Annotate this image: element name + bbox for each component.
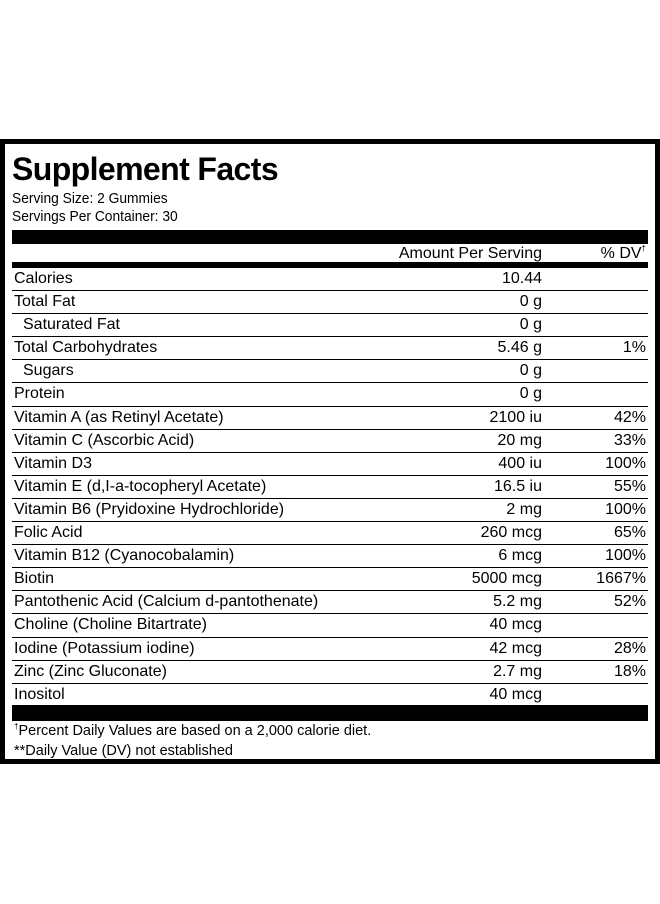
bottom-divider-bar xyxy=(12,705,648,721)
nutrient-name: Vitamin B12 (Cyanocobalamin) xyxy=(14,547,235,565)
nutrient-row: Vitamin D3 400 iu 100% xyxy=(12,453,648,476)
nutrient-row: Vitamin E (d,I-a-tocopheryl Acetate) 16.5… xyxy=(12,476,648,499)
nutrient-row: Total Carbohydrates 5.46 g 1% xyxy=(12,337,648,361)
footnote-dagger-mark: † xyxy=(14,722,19,731)
nutrient-name: Iodine (Potassium iodine) xyxy=(14,639,195,657)
footnote-dv-not-established: **Daily Value (DV) not established xyxy=(14,743,233,759)
nutrient-row: Vitamin C (Ascorbic Acid) 20 mg 33% xyxy=(12,430,648,453)
nutrient-name: Vitamin B6 (Pryidoxine Hydrochloride) xyxy=(14,500,285,518)
serving-size: Serving Size: 2 Gummies xyxy=(12,190,168,207)
nutrient-amount: 260 mcg xyxy=(480,524,542,542)
nutrient-row: Sugars 0 g xyxy=(12,360,648,384)
nutrient-row: Saturated Fat 0 g xyxy=(12,314,648,338)
servings-per-container: Servings Per Container: 30 xyxy=(12,208,178,225)
daily-value-header: % DV† xyxy=(601,244,646,264)
nutrient-name: Biotin xyxy=(14,570,55,588)
column-header-row: Amount Per Serving % DV† xyxy=(12,244,648,263)
nutrient-row: Iodine (Potassium iodine) 42 mcg 28% xyxy=(12,638,648,661)
footnote-text-1: Percent Daily Values are based on a 2,00… xyxy=(18,723,372,739)
nutrient-row: Inositol 40 mcg xyxy=(12,684,648,707)
nutrient-daily-value: 100% xyxy=(605,454,646,472)
nutrient-row: Pantothenic Acid (Calcium d-pantothenate… xyxy=(12,591,648,615)
nutrient-name: Saturated Fat xyxy=(23,316,120,334)
nutrient-amount: 6 mcg xyxy=(498,547,542,565)
nutrient-table: Calories 10.44 Total Fat 0 g Saturated Fat 0 … xyxy=(12,268,648,707)
nutrient-daily-value: 65% xyxy=(613,524,646,542)
nutrient-amount: 400 iu xyxy=(498,454,542,472)
nutrient-name: Total Carbohydrates xyxy=(14,339,158,357)
nutrient-row: Zinc (Zinc Gluconate) 2.7 mg 18% xyxy=(12,661,648,684)
nutrient-row: Folic Acid 260 mcg 65% xyxy=(12,522,648,546)
nutrient-amount: 2100 iu xyxy=(489,408,543,426)
nutrient-daily-value: 100% xyxy=(605,547,646,565)
nutrient-amount: 0 g xyxy=(519,385,542,403)
nutrient-name: Folic Acid xyxy=(14,524,83,542)
nutrient-daily-value: 100% xyxy=(605,500,646,518)
nutrient-row: Vitamin B6 (Pryidoxine Hydrochloride) 2 m… xyxy=(12,499,648,523)
nutrient-name: Sugars xyxy=(23,362,74,380)
daily-value-header-text: % DV xyxy=(600,245,642,262)
nutrient-amount: 5.46 g xyxy=(497,339,542,357)
nutrient-amount: 0 g xyxy=(519,316,542,334)
nutrient-daily-value: 1667% xyxy=(596,570,646,588)
nutrient-row: Biotin 5000 mcg 1667% xyxy=(12,568,648,592)
top-divider-bar xyxy=(12,230,648,244)
nutrient-amount: 10.44 xyxy=(501,270,542,287)
nutrient-amount: 16.5 iu xyxy=(493,477,542,495)
nutrient-row: Vitamin B12 (Cyanocobalamin) 6 mcg 100% xyxy=(12,545,648,569)
nutrient-daily-value: 28% xyxy=(613,639,646,657)
supplement-facts-panel: Supplement Facts Serving Size: 2 Gummies… xyxy=(0,139,660,764)
amount-per-serving-header: Amount Per Serving xyxy=(398,245,542,262)
nutrient-daily-value: 55% xyxy=(613,477,646,495)
nutrient-amount: 0 g xyxy=(519,293,542,311)
nutrient-amount: 2.7 mg xyxy=(493,662,542,680)
nutrient-row: Protein 0 g xyxy=(12,383,648,407)
nutrient-row: Total Fat 0 g xyxy=(12,291,648,315)
nutrient-amount: 42 mcg xyxy=(489,639,542,657)
dagger-mark: † xyxy=(641,244,646,253)
nutrient-name: Vitamin E (d,I-a-tocopheryl Acetate) xyxy=(14,477,267,495)
nutrient-amount: 40 mcg xyxy=(489,685,542,703)
nutrient-amount: 40 mcg xyxy=(489,616,542,634)
nutrient-name: Vitamin A (as Retinyl Acetate) xyxy=(14,408,224,426)
header-divider-bar xyxy=(12,262,648,268)
nutrient-name: Calories xyxy=(14,270,73,287)
nutrient-name: Protein xyxy=(14,385,65,403)
nutrient-row: Calories 10.44 xyxy=(12,268,648,292)
nutrient-name: Vitamin D3 xyxy=(14,454,92,472)
nutrient-amount: 2 mg xyxy=(506,500,542,518)
nutrient-amount: 0 g xyxy=(519,362,542,380)
nutrient-daily-value: 33% xyxy=(613,431,646,449)
nutrient-row: Vitamin A (as Retinyl Acetate) 2100 iu 42% xyxy=(12,407,648,430)
nutrient-name: Total Fat xyxy=(14,293,76,311)
nutrient-daily-value: 52% xyxy=(613,593,646,611)
label-title: Supplement Facts xyxy=(12,151,279,187)
nutrient-daily-value: 18% xyxy=(613,662,646,680)
nutrient-amount: 5000 mcg xyxy=(471,570,542,588)
nutrient-name: Zinc (Zinc Gluconate) xyxy=(14,662,167,680)
nutrient-row: Choline (Choline Bitartrate) 40 mcg xyxy=(12,614,648,638)
nutrient-amount: 20 mg xyxy=(497,431,542,449)
nutrient-name: Vitamin C (Ascorbic Acid) xyxy=(14,431,195,449)
nutrient-name: Pantothenic Acid (Calcium d-pantothenate… xyxy=(14,593,319,611)
nutrient-daily-value: 42% xyxy=(613,408,646,426)
nutrient-daily-value: 1% xyxy=(622,339,646,357)
nutrient-name: Inositol xyxy=(14,685,65,703)
nutrient-name: Choline (Choline Bitartrate) xyxy=(14,616,207,634)
nutrient-amount: 5.2 mg xyxy=(493,593,542,611)
footnote-percent-daily-values: †Percent Daily Values are based on a 2,0… xyxy=(14,722,371,740)
